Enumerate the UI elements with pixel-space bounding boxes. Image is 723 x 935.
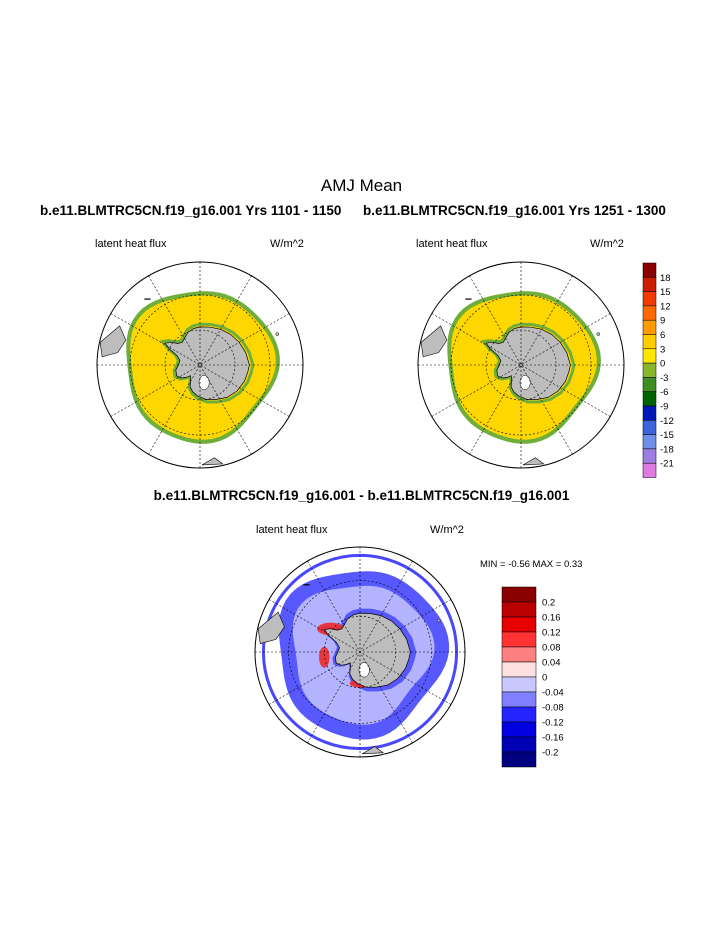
colorbar-tick-label: 0	[542, 673, 547, 684]
south-america-landmass	[99, 325, 127, 358]
panel-1-units: W/m^2	[270, 238, 304, 250]
map-panel-2	[417, 261, 625, 469]
coastal-green-band	[159, 322, 255, 404]
colorbar-box	[642, 348, 657, 364]
colorbar-box	[642, 434, 657, 450]
antarctica-landmass	[323, 612, 411, 688]
colorbar-box	[642, 262, 657, 278]
colorbar-tick-label: 15	[660, 287, 671, 298]
colorbar-tick-label: -15	[660, 430, 674, 441]
colorbar-tick-label: -18	[660, 444, 674, 455]
colorbar-tick-label: 0.04	[542, 658, 561, 669]
colorbar-box	[642, 462, 657, 478]
new-zealand-landmass	[201, 457, 224, 466]
colorbar-tick-label: 0.2	[542, 598, 555, 609]
colorbar-tick-label: -12	[660, 416, 674, 427]
map-border	[96, 261, 304, 469]
colorbar-tick-label: 12	[660, 301, 671, 312]
colorbar-box	[501, 631, 537, 648]
difference-minmax: MIN = -0.56 MAX = 0.33	[480, 559, 583, 570]
colorbar-box	[501, 586, 537, 603]
new-zealand-landmass	[361, 746, 384, 755]
colorbar-box	[642, 319, 657, 335]
map-panel-difference	[254, 546, 466, 758]
latitude-circle	[485, 329, 557, 401]
colorbar-box	[642, 362, 657, 378]
colorbar-box	[501, 661, 537, 678]
colorbar-box	[501, 751, 537, 768]
colorbar-box	[642, 420, 657, 435]
difference-units: W/m^2	[430, 524, 464, 536]
colorbar-tick-label: 0.08	[542, 643, 561, 654]
meridian-line	[268, 599, 452, 705]
latitude-circle	[164, 329, 236, 401]
map-border	[417, 261, 625, 469]
difference-variable: latent heat flux	[256, 524, 328, 536]
colorbar-box	[501, 646, 537, 663]
colorbar-box	[642, 291, 657, 307]
colorbar-box	[501, 601, 537, 618]
colorbar-tick-label: -0.04	[542, 688, 564, 699]
panel-2-units: W/m^2	[590, 238, 624, 250]
colorbar-tick-label: 6	[660, 330, 665, 341]
colorbar-tick-label: 3	[660, 344, 665, 355]
colorbar-tick-label: 18	[660, 273, 671, 284]
difference-field-pale	[292, 585, 435, 725]
colorbar-tick-label: 0.12	[542, 628, 561, 639]
ice-shelf	[358, 662, 370, 678]
island	[275, 332, 279, 336]
panel-1-variable: latent heat flux	[95, 238, 167, 250]
colorbar-tick-label: -6	[660, 387, 668, 398]
colorbar-box	[501, 706, 537, 723]
colorbar-tick-label: 9	[660, 316, 665, 327]
panel-1-case-title: b.e11.BLMTRC5CN.f19_g16.001 Yrs 1101 - 1…	[40, 203, 342, 218]
colorbar-tick-label: 0	[660, 359, 665, 370]
colorbar-box	[642, 277, 657, 292]
antarctica-landmass	[164, 326, 250, 400]
colorbar-box	[501, 676, 537, 693]
colorbar-box	[501, 616, 537, 633]
colorbar-tick-label: -9	[660, 402, 668, 413]
colorbar-tick-label: -3	[660, 373, 668, 384]
new-zealand-landmass	[522, 457, 545, 466]
figure-title: AMJ Mean	[320, 176, 403, 195]
antarctica-landmass	[485, 326, 571, 400]
colorbar-box	[642, 305, 657, 321]
colorbar-tick-label: -0.16	[542, 733, 564, 744]
coastal-green-band	[480, 322, 576, 404]
difference-positive-patch	[319, 646, 330, 668]
colorbar-box	[642, 391, 657, 407]
colorbar-box	[642, 448, 657, 464]
difference-title: b.e11.BLMTRC5CN.f19_g16.001 - b.e11.BLMT…	[153, 488, 570, 503]
island	[596, 332, 600, 336]
colorbar-box	[501, 691, 537, 708]
sea-ice-flux-field	[451, 295, 597, 440]
colorbar-tick-label: -0.12	[542, 718, 564, 729]
ice-shelf	[519, 375, 531, 390]
colorbar-tick-label: 0.16	[542, 613, 561, 624]
colorbar-difference: 0.2 0.16 0.12 0.08 0.04 0 -0.04 -0.08 -0.12 -0.16…	[501, 586, 564, 768]
map-border	[254, 546, 466, 758]
sea-ice-flux-field	[130, 295, 276, 440]
south-america-landmass	[420, 325, 448, 358]
map-panel-1	[96, 261, 304, 469]
island	[437, 618, 441, 623]
colorbar-tick-label: -0.2	[542, 748, 558, 759]
south-america-landmass	[257, 611, 285, 644]
colorbar-box	[642, 334, 657, 350]
colorbar-tick-label: -21	[660, 459, 674, 470]
panel-2-case-title: b.e11.BLMTRC5CN.f19_g16.001 Yrs 1251 - 1…	[363, 203, 666, 218]
colorbar-box	[642, 377, 657, 392]
panel-2-variable: latent heat flux	[416, 238, 488, 250]
colorbar-tick-label: -0.08	[542, 703, 564, 714]
ice-shelf	[198, 375, 210, 390]
colorbar-main: 18 15 12 9 6 3 0 -3 -6 -9 -12 -15 -18 -21	[642, 262, 674, 478]
colorbar-box	[501, 736, 537, 753]
colorbar-box	[501, 721, 537, 738]
colorbar-box	[642, 405, 657, 421]
